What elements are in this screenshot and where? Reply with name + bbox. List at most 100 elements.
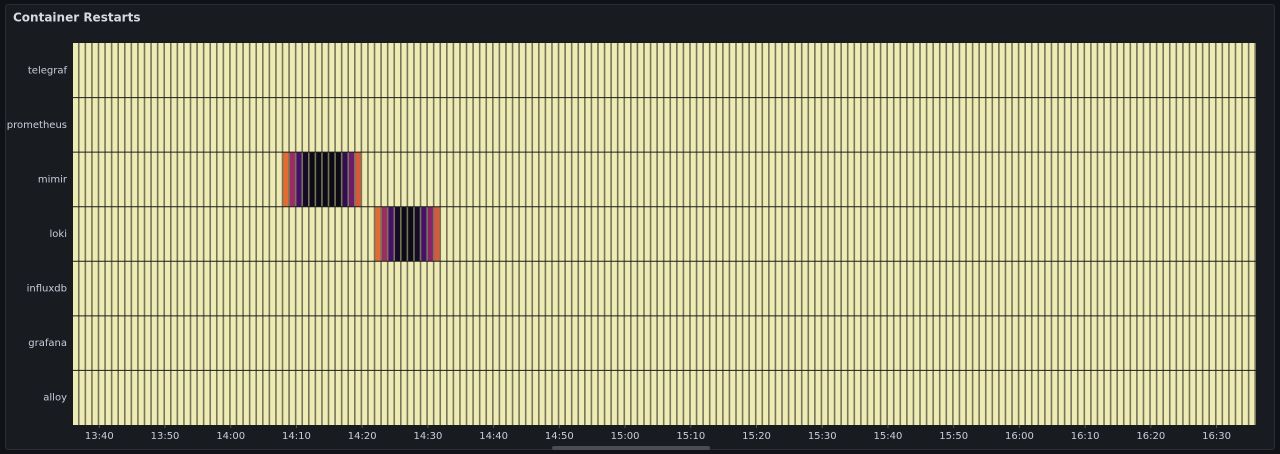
heatmap-cell xyxy=(565,370,571,425)
heatmap-cell xyxy=(1183,261,1189,316)
heatmap-cell xyxy=(184,152,190,207)
heatmap-cell xyxy=(1177,97,1183,153)
heatmap-cell xyxy=(559,206,565,262)
heatmap-cell xyxy=(776,370,782,425)
heatmap-cell xyxy=(1223,206,1229,262)
heatmap-cell xyxy=(802,315,808,371)
heatmap-cell xyxy=(697,152,703,207)
heatmap-cell xyxy=(927,152,933,207)
heatmap-cell xyxy=(1229,370,1235,425)
heatmap-cell xyxy=(1124,43,1130,98)
heatmap-cell xyxy=(815,152,821,207)
y-tick-label: mimir xyxy=(38,174,68,185)
heatmap-cell xyxy=(1012,370,1018,425)
heatmap-cell xyxy=(835,370,841,425)
heatmap-cell xyxy=(1177,206,1183,262)
heatmap-cell xyxy=(421,43,427,98)
heatmap-cell xyxy=(414,43,420,98)
heatmap-cell xyxy=(526,370,532,425)
heatmap-cell xyxy=(211,43,216,98)
heatmap-cell xyxy=(263,152,269,207)
heatmap-cell xyxy=(1177,152,1183,207)
heatmap-cell xyxy=(1236,152,1242,207)
heatmap-cell xyxy=(145,43,151,98)
heatmap-cell xyxy=(112,206,118,262)
heatmap-cell xyxy=(283,97,289,153)
heatmap-cell xyxy=(296,370,302,425)
heatmap-cell xyxy=(611,43,617,98)
heatmap-cell xyxy=(1131,43,1137,98)
heatmap-cell xyxy=(848,261,854,316)
heatmap-cell xyxy=(158,206,164,262)
heatmap-cell xyxy=(802,370,808,425)
heatmap-cell xyxy=(881,152,887,207)
heatmap-cell xyxy=(1065,206,1071,262)
heatmap-cell xyxy=(289,97,295,153)
heatmap-cell xyxy=(204,261,210,316)
heatmap-cell xyxy=(1203,97,1209,153)
heatmap-cell xyxy=(546,370,552,425)
heatmap-cell xyxy=(592,152,598,207)
heatmap-cell xyxy=(1045,206,1051,262)
heatmap-cell xyxy=(1131,315,1137,371)
heatmap-cell xyxy=(263,206,269,262)
heatmap-cell xyxy=(539,315,545,371)
heatmap-cell xyxy=(618,97,624,153)
heatmap-cell xyxy=(165,43,170,98)
heatmap-cell xyxy=(874,152,880,207)
heatmap-cell xyxy=(1039,206,1045,262)
heatmap-cell xyxy=(657,97,663,153)
heatmap-cell xyxy=(592,370,598,425)
heatmap-cell xyxy=(513,97,519,153)
scrollbar[interactable] xyxy=(552,446,710,450)
heatmap-cell xyxy=(105,370,111,425)
heatmap-cell xyxy=(283,206,289,262)
heatmap-cell xyxy=(276,152,282,207)
heatmap-cell xyxy=(802,97,808,153)
heatmap-cell xyxy=(243,261,249,316)
heatmap-cell xyxy=(1025,315,1031,371)
heatmap-cell xyxy=(611,315,617,371)
heatmap-cell xyxy=(769,97,775,153)
heatmap-cell xyxy=(112,97,118,153)
heatmap-cell xyxy=(178,97,184,153)
heatmap-cell xyxy=(749,261,755,316)
heatmap-cell xyxy=(697,43,703,98)
heatmap-cell xyxy=(1177,315,1183,371)
heatmap-cell xyxy=(1150,315,1156,371)
heatmap-cell xyxy=(664,370,670,425)
heatmap-cell xyxy=(1045,43,1051,98)
heatmap-cell xyxy=(638,261,644,316)
heatmap-cell xyxy=(546,206,552,262)
heatmap-cell xyxy=(289,315,295,371)
heatmap-cell xyxy=(947,43,953,98)
heatmap-cell xyxy=(841,152,847,207)
heatmap-cell xyxy=(427,206,433,262)
heatmap-cell xyxy=(1163,315,1169,371)
heatmap-cell xyxy=(1098,43,1104,98)
heatmap-cell xyxy=(710,261,716,316)
heatmap-cell xyxy=(204,97,210,153)
heatmap-cell xyxy=(335,43,341,98)
heatmap-cell xyxy=(999,261,1005,316)
heatmap-cell xyxy=(894,206,900,262)
heatmap-cell xyxy=(276,97,282,153)
heatmap-cell xyxy=(257,206,262,262)
heatmap-cell xyxy=(329,261,335,316)
x-tick-label: 14:10 xyxy=(282,431,311,442)
heatmap-cell xyxy=(388,206,394,262)
heatmap-cell xyxy=(638,43,644,98)
heatmap-cell xyxy=(671,97,677,153)
heatmap-cell xyxy=(1196,315,1202,371)
heatmap-cell xyxy=(782,43,788,98)
heatmap-cell xyxy=(375,43,381,98)
heatmap-cell xyxy=(335,370,341,425)
heatmap-cell xyxy=(92,370,98,425)
heatmap-cell xyxy=(973,43,979,98)
heatmap-cell xyxy=(1124,152,1130,207)
heatmap-cell xyxy=(782,261,788,316)
x-tick-label: 15:10 xyxy=(676,431,705,442)
heatmap-cell xyxy=(454,43,460,98)
heatmap-cell xyxy=(296,97,302,153)
heatmap-cell xyxy=(73,97,78,153)
